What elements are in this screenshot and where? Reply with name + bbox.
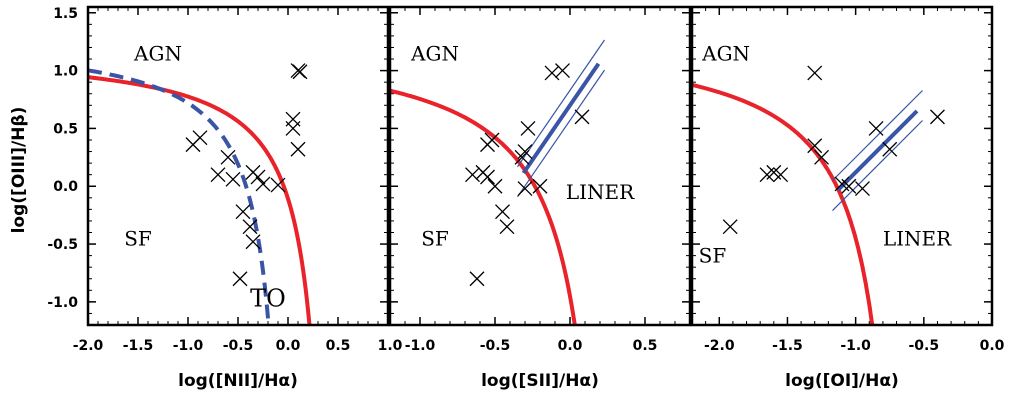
y-tick-label: 0.5 (53, 121, 78, 137)
data-point (495, 204, 510, 220)
data-point (841, 178, 857, 194)
data-point (517, 181, 533, 197)
data-point (220, 149, 236, 165)
data-point (290, 141, 306, 157)
region-label-sf: SF (699, 244, 727, 268)
data-point (292, 64, 308, 80)
data-point (484, 132, 500, 148)
data-point (480, 169, 495, 185)
x-tick-label: -1.5 (772, 338, 803, 354)
x-axis-label-panel-3: log([OI]/Hα) (785, 371, 899, 391)
data-point (235, 204, 251, 220)
data-point (544, 65, 560, 81)
panel-frame (690, 5, 994, 327)
kauffmann-demarcation-curve (88, 68, 271, 325)
x-tick-label: -0.5 (480, 338, 511, 354)
x-tick-label: -1.5 (123, 338, 154, 354)
x-tick-label: -1.0 (840, 338, 871, 354)
region-label-liner: LINER (566, 180, 635, 204)
panel-3: -2.0 -1.5 -1.0 -0.5 0.0 AGN SF LINER (690, 5, 1005, 354)
region-label-agn: AGN (133, 41, 182, 65)
data-point (854, 181, 870, 197)
data-point (722, 219, 738, 235)
data-point (520, 120, 536, 136)
data-point (232, 271, 248, 287)
data-point (242, 219, 258, 235)
data-point (868, 120, 884, 136)
data-point (225, 171, 241, 187)
data-point (773, 167, 789, 183)
data-point (245, 234, 261, 250)
y-tick-label: -0.5 (47, 237, 78, 253)
kewley-max-starburst-curve (390, 88, 577, 325)
x-tick-label: 0.5 (326, 338, 351, 354)
x-tick-label: 1.0 (378, 338, 403, 354)
seyfert-liner-upper-bound (832, 90, 923, 181)
data-point (270, 177, 286, 193)
seyfert-liner-line (521, 62, 601, 175)
panel-frame (86, 5, 390, 327)
data-point (517, 144, 533, 160)
x-axis-label-panel-2: log([SII]/Hα) (481, 371, 599, 391)
x-tick-label: 0.0 (980, 338, 1005, 354)
region-label-sf: SF (124, 226, 152, 250)
plot-area (390, 39, 605, 325)
x-tick-label: -0.5 (223, 338, 254, 354)
y-tick-label: -1.0 (47, 295, 78, 311)
panel-frame (388, 5, 692, 327)
panel-1: -2.0 -1.5 -1.0 -0.5 0.0 0.5 1.0 -1.0 -0.5 0.0 0.5 1… (47, 5, 403, 354)
kewley-max-starburst-curve (692, 82, 875, 325)
x-tick-label: -1.0 (405, 338, 436, 354)
x-tick-label: -1.0 (173, 338, 204, 354)
data-point (814, 149, 830, 165)
x-tick-label: -0.5 (909, 338, 940, 354)
seyfert-liner-upper-bound (517, 39, 605, 168)
x-tick-label: -2.0 (73, 338, 104, 354)
data-point (929, 109, 945, 125)
x-tick-label: 0.5 (633, 338, 658, 354)
data-point (285, 111, 301, 127)
data-point (882, 141, 898, 157)
data-point (255, 176, 271, 192)
region-label-liner: LINER (883, 226, 952, 250)
data-point (807, 138, 823, 154)
region-label-to: TO (250, 285, 286, 313)
plot-area (692, 65, 945, 325)
region-label-sf: SF (421, 226, 449, 250)
seyfert-liner-line (836, 109, 919, 192)
data-point (469, 271, 485, 287)
seyfert-liner-lower-bound (832, 120, 923, 212)
data-point (807, 65, 823, 81)
x-tick-label: 0.0 (276, 338, 301, 354)
data-point (192, 130, 208, 146)
data-point (465, 167, 480, 183)
region-label-agn: AGN (410, 41, 459, 65)
data-point (250, 169, 266, 185)
x-tick-label: -2.0 (704, 338, 735, 354)
data-point (532, 178, 548, 194)
y-tick-label: 0.0 (53, 179, 78, 195)
data-point (574, 109, 590, 125)
x-tick-label: 0.0 (558, 338, 583, 354)
kewley-max-starburst-curve (88, 75, 312, 325)
seyfert-liner-lower-bound (517, 69, 605, 198)
panel-2: -1.0 -0.5 0.0 0.5 AGN SF LINER (388, 5, 692, 354)
region-label-agn: AGN (701, 41, 750, 65)
y-tick-label: 1.5 (53, 6, 78, 22)
data-point (499, 219, 515, 235)
data-point (210, 167, 226, 183)
x-axis-label-panel-1: log([NII]/Hα) (178, 371, 298, 391)
data-point (487, 178, 503, 194)
y-tick-label: 1.0 (53, 64, 78, 80)
data-point (555, 63, 570, 79)
y-axis-label: log([OIII]/Hβ) (9, 107, 29, 234)
plot-area (88, 63, 312, 325)
